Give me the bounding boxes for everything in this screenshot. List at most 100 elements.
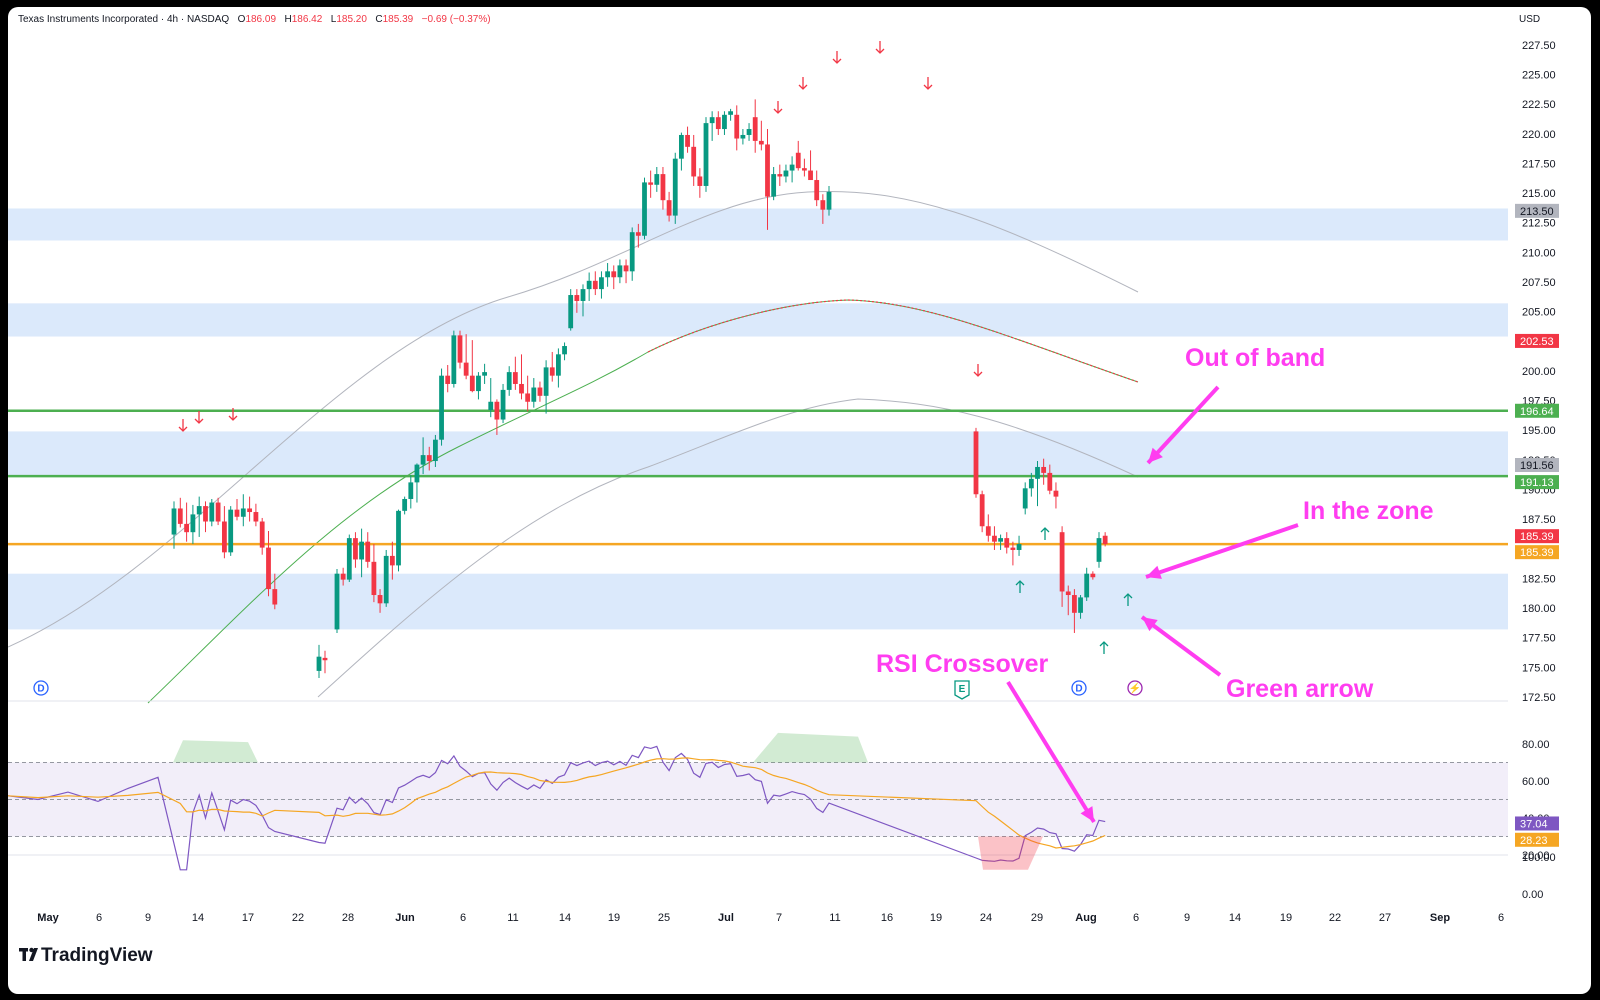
time-tick-label: 25 (658, 912, 670, 924)
candle (500, 383, 506, 424)
time-tick-label: 14 (559, 912, 571, 924)
candle-body (679, 134, 684, 159)
candle-body (752, 117, 758, 141)
dividend-icon: D (33, 680, 49, 696)
annotation-label: Out of band (1185, 344, 1325, 372)
price-tick-label: 182.50 (1522, 573, 1556, 585)
candle (605, 263, 610, 287)
price-tag-label: 213.50 (1520, 206, 1554, 218)
candle (228, 506, 234, 556)
candle (439, 368, 444, 446)
price-tick-label: 195.00 (1522, 425, 1556, 437)
candle-body (697, 176, 703, 186)
time-tick-label: Jul (718, 912, 734, 924)
candle (1078, 595, 1083, 619)
candle (340, 567, 346, 586)
price-tick-label: 222.50 (1522, 99, 1556, 111)
candle-body (445, 375, 451, 384)
chart-canvas[interactable]: D D ⚡E 227.50225.00222.50220.00217.50215.0… (8, 7, 1591, 994)
candle (359, 528, 364, 578)
candle (512, 356, 518, 390)
candle (177, 497, 183, 528)
candle-body (457, 335, 463, 363)
price-tag-bg (1515, 203, 1559, 218)
candle (272, 573, 278, 610)
candle (992, 526, 997, 550)
price-tick-label: 212.50 (1522, 218, 1556, 230)
candle (494, 399, 500, 435)
rsi-crossover-arrow-icon (1006, 680, 1096, 824)
candle-body (660, 174, 666, 201)
arrow-head (798, 84, 808, 90)
time-tick-label: May (37, 912, 59, 924)
dividend-icon-ring (33, 680, 49, 696)
candle-body (525, 393, 531, 402)
chart-frame: D D ⚡ E 227.50 225.00 222.50 220.00 217.50 215.0… (8, 7, 1591, 994)
candle-body (512, 372, 518, 384)
candle (196, 496, 202, 537)
candle (377, 589, 383, 613)
candle-body (617, 265, 623, 278)
candle (1047, 464, 1053, 495)
candle-body (703, 123, 709, 186)
candle-body (586, 280, 592, 290)
candle (1004, 532, 1010, 554)
candle (383, 549, 389, 607)
candle-body (611, 271, 617, 278)
price-tag-label: 185.39 (1520, 531, 1554, 543)
candle (752, 99, 758, 153)
candle (1022, 482, 1028, 515)
candle-body (340, 573, 346, 580)
rsi-ma-line (8, 757, 1106, 849)
candle-body (1041, 466, 1047, 473)
time-tick-label: 29 (1031, 912, 1043, 924)
candle (1084, 567, 1090, 601)
time-tick-label: 6 (96, 912, 102, 924)
candle (679, 132, 684, 171)
rsi-line (8, 745, 1106, 871)
tv-logo-icon (19, 947, 38, 961)
candle (623, 259, 629, 284)
candle (740, 129, 746, 145)
candle (253, 503, 259, 527)
zone-1 (8, 303, 1508, 337)
basis-dashed-line (647, 299, 1139, 383)
candle (433, 434, 438, 467)
time-tick-label: 9 (1184, 912, 1190, 924)
chart-header: Texas Instruments Incorporated · 4h · NA… (18, 9, 491, 26)
candle-body (654, 174, 660, 185)
candle (396, 509, 401, 572)
candle-body (771, 174, 777, 197)
time-tick-label: 11 (507, 912, 518, 924)
candle (666, 191, 672, 222)
price-tag-bg (1515, 545, 1559, 560)
candle-body (414, 464, 420, 483)
price-tick-label: 225.00 (1522, 70, 1556, 82)
candle (642, 177, 647, 240)
symbol-title: Texas Instruments Incorporated · 4h · NA… (18, 14, 229, 25)
candle-body (802, 168, 807, 171)
low-value: 185.20 (336, 14, 367, 25)
candle (765, 129, 770, 230)
time-axis[interactable]: May 6 9 14 17 22 28 Jun 6 11 14 19 25 Jul 7 11 16 19 24 29 A… (37, 912, 1504, 924)
rsi-tick-label: 60.00 (1522, 776, 1550, 788)
horizontal-levels[interactable] (8, 409, 1508, 546)
candle (408, 475, 414, 509)
candle (973, 427, 979, 498)
sell-arrow-icon (798, 77, 808, 90)
time-tick-label: 19 (1280, 912, 1292, 924)
candle-body (1065, 591, 1071, 596)
candle (648, 170, 654, 198)
tv-logo-text: TradingView (41, 945, 153, 966)
price-tag: 196.64 (1515, 403, 1559, 418)
candle-body (685, 134, 690, 147)
candle-body (629, 232, 635, 272)
arrow-head (1040, 527, 1050, 533)
candle-body (1022, 488, 1028, 509)
candle-body (574, 295, 580, 301)
change-value: −0.69 (−0.37%) (422, 14, 491, 25)
tradingview-logo[interactable]: TradingView (19, 945, 153, 966)
candle-body (1072, 595, 1077, 613)
candle (482, 363, 487, 384)
time-tick-label: 14 (192, 912, 204, 924)
